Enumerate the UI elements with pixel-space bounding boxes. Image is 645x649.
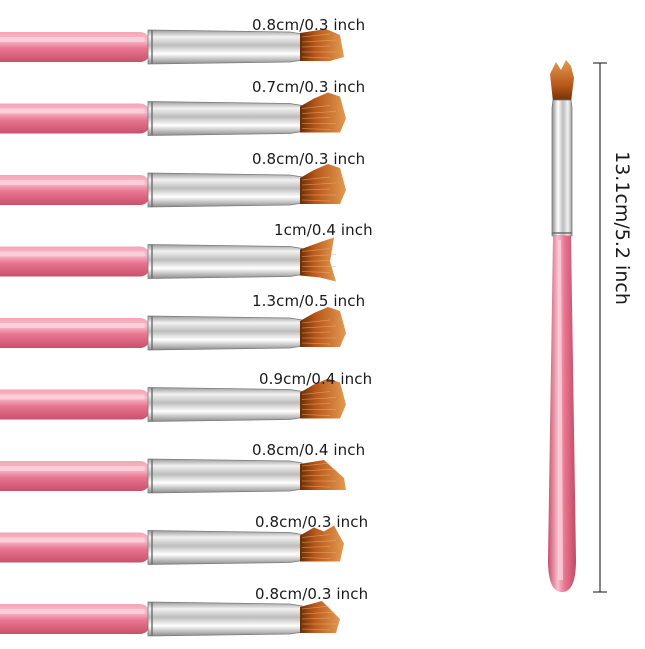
bristle-streak (301, 546, 331, 548)
brush-handle (0, 532, 150, 563)
bristle-streak (301, 105, 331, 109)
brush-handle (0, 461, 150, 491)
brush-bristles (300, 601, 340, 633)
brush-5 (0, 307, 346, 351)
brush-ferrule (147, 29, 303, 65)
brush-7 (0, 458, 346, 494)
brush-handle (0, 318, 150, 348)
single-brush-ferrule (551, 99, 573, 237)
brush-3 (0, 164, 346, 208)
bristle-streak (301, 248, 331, 252)
brush-ferrule (147, 172, 303, 208)
bristle-streak (301, 56, 331, 59)
handle-shine (0, 251, 145, 257)
bristle-streak (301, 45, 331, 48)
bristle-streak (301, 474, 331, 477)
bristle-streak (301, 540, 337, 543)
handle-shine (0, 108, 145, 114)
bristle-streak (301, 414, 331, 416)
single-brush (548, 60, 576, 592)
brush-8 (0, 525, 344, 565)
bristle-streak (301, 128, 331, 130)
brush-1 (0, 29, 344, 65)
brush-handle (0, 103, 150, 134)
brush-4 (0, 237, 337, 282)
brush-bristles (300, 29, 344, 61)
brush-size-label: 0.8cm/0.3 inch (255, 513, 369, 531)
bristle-streak (301, 117, 331, 119)
bristle-streak (301, 325, 337, 329)
brush-size-label: 0.8cm/0.3 inch (255, 585, 369, 603)
handle-shine (0, 609, 145, 614)
handle-shine (0, 323, 145, 328)
bristle-streak (301, 605, 331, 610)
bristle-streak (301, 557, 331, 559)
brush-handle (0, 389, 150, 420)
bristle-streak (301, 254, 337, 257)
brush-ferrule (147, 387, 303, 422)
bristle-streak (301, 628, 331, 631)
length-label: 13.1cm/5.2 inch (611, 151, 633, 305)
bristle-streak (301, 534, 331, 538)
handle-shine (0, 37, 145, 42)
brush-ferrule (147, 315, 303, 351)
bristle-streak (301, 462, 331, 467)
brush-size-label: 0.8cm/0.4 inch (252, 441, 366, 459)
brush-2 (0, 92, 346, 136)
single-brush-bristles (550, 60, 574, 102)
single-handle-shine (558, 240, 563, 580)
brush-6 (0, 378, 346, 422)
bristle-streak (301, 617, 331, 620)
bristle-streak (301, 485, 331, 488)
bristle-streak (301, 188, 331, 191)
brush-handle (0, 175, 150, 205)
brush-size-label: 0.8cm/0.3 inch (252, 150, 366, 168)
bristle-streak (301, 271, 331, 273)
bristle-streak (301, 176, 331, 181)
bristle-streak (301, 391, 331, 395)
brush-ferrule (147, 101, 303, 136)
bristle-streak (301, 199, 331, 202)
handle-shine (0, 537, 145, 543)
bristle-streak (301, 260, 331, 262)
brush-bristles (300, 237, 336, 282)
bristle-streak (301, 397, 337, 400)
bristle-streak (301, 39, 337, 43)
handle-shine (0, 394, 145, 400)
brush-9 (0, 601, 340, 637)
brush-size-label: 1cm/0.4 inch (274, 221, 373, 239)
handle-shine (0, 466, 145, 471)
bristle-streak (301, 111, 337, 114)
brush-size-label: 0.9cm/0.4 inch (259, 370, 373, 388)
brush-ferrule (147, 458, 303, 494)
brush-ferrule (147, 530, 303, 565)
length-ruler (593, 62, 607, 593)
bristle-streak (301, 403, 331, 405)
bristle-streak (301, 33, 331, 38)
brush-handle (0, 246, 150, 277)
bristle-streak (301, 342, 331, 345)
brush-size-label: 0.7cm/0.3 inch (252, 78, 366, 96)
bristle-streak (301, 319, 331, 324)
bristle-streak (301, 468, 337, 472)
bristle-streak (301, 182, 337, 186)
bristle-streak (301, 331, 331, 334)
brush-handle (0, 32, 150, 62)
bristle-streak (301, 611, 337, 615)
brush-ferrule (147, 601, 303, 637)
brush-handle (0, 604, 150, 634)
brush-ferrule (147, 244, 303, 279)
brush-size-label: 0.8cm/0.3 inch (252, 16, 366, 34)
handle-shine (0, 180, 145, 185)
brush-size-label: 1.3cm/0.5 inch (252, 292, 366, 310)
